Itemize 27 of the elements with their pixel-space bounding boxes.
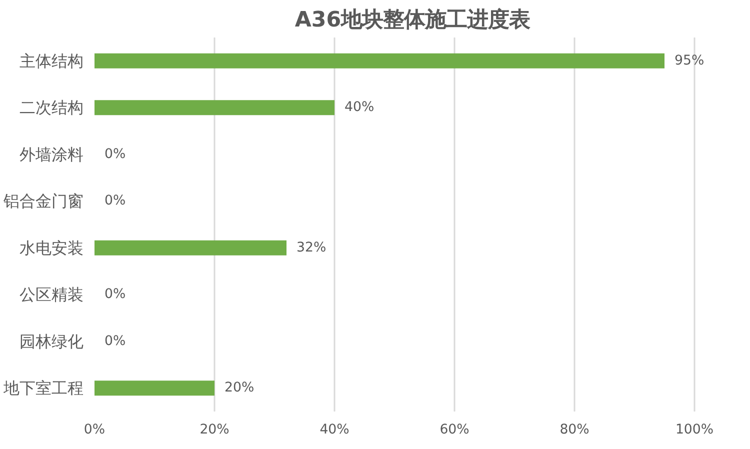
bar xyxy=(94,240,286,256)
y-tick-label: 二次结构 xyxy=(20,98,84,118)
data-label: 0% xyxy=(104,334,126,349)
data-label: 0% xyxy=(104,287,126,302)
data-label: 32% xyxy=(296,240,326,256)
bar xyxy=(94,100,334,116)
data-label: 0% xyxy=(104,146,126,162)
y-tick-label: 地下室工程 xyxy=(2,378,84,398)
y-tick-label: 主体结构 xyxy=(20,51,84,70)
bar xyxy=(94,380,214,396)
data-label: 40% xyxy=(344,100,374,116)
y-tick-label: 园林绿化 xyxy=(20,332,84,351)
x-tick-label: 60% xyxy=(440,422,470,438)
bar xyxy=(94,53,664,68)
data-label: 20% xyxy=(224,380,254,396)
x-tick-label: 20% xyxy=(200,422,230,438)
x-tick-label: 100% xyxy=(675,422,714,438)
x-tick-label: 80% xyxy=(560,422,590,438)
x-tick-label: 40% xyxy=(320,422,350,438)
data-label: 95% xyxy=(674,53,704,68)
x-tick-label: 0% xyxy=(84,422,106,438)
y-tick-label: 公区精装 xyxy=(20,285,84,304)
y-tick-label: 水电安装 xyxy=(20,238,84,258)
y-tick-label: 铝合金门窗 xyxy=(2,192,84,211)
data-label: 0% xyxy=(104,194,126,209)
y-tick-label: 外墙涂料 xyxy=(20,144,84,164)
chart-title: A36地块整体施工进度表 xyxy=(294,8,530,32)
